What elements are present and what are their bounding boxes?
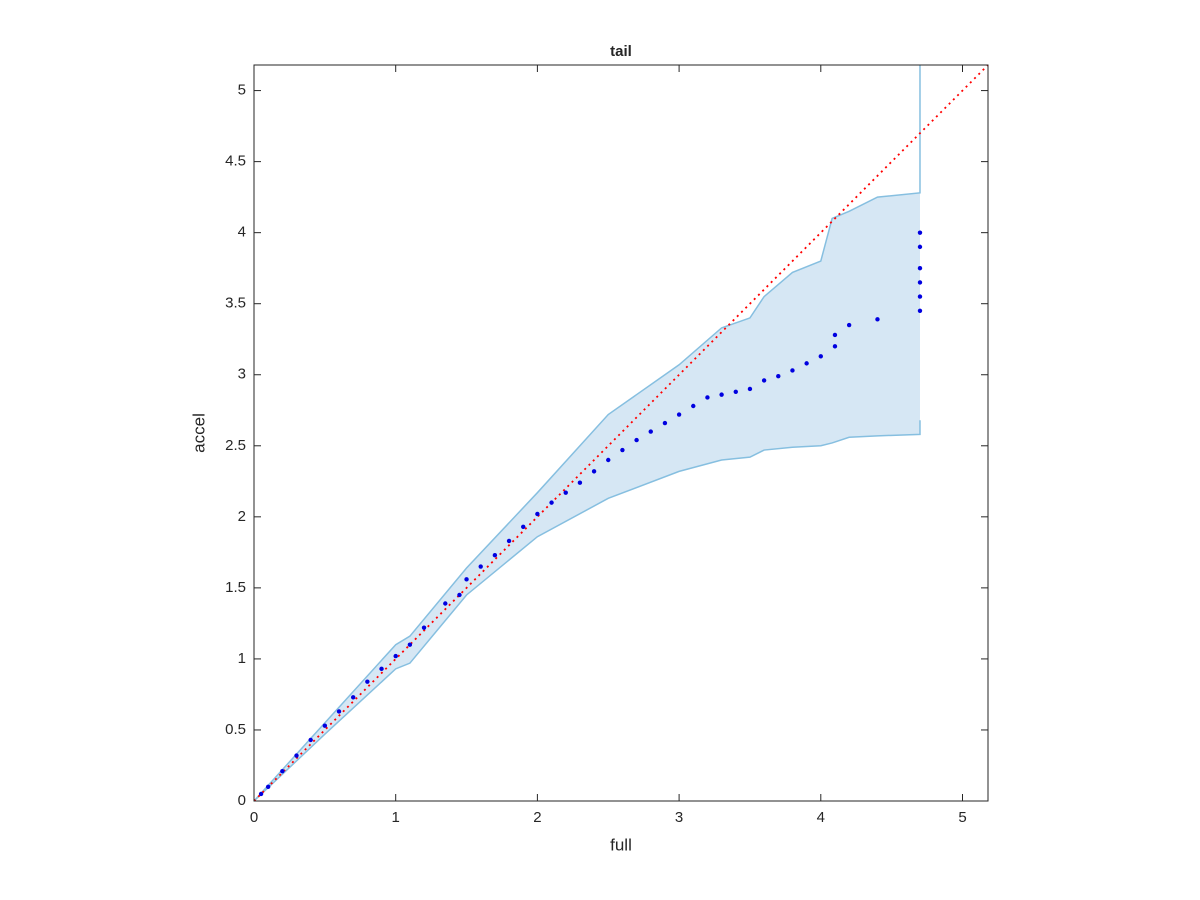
point [832,332,838,338]
point [634,437,639,443]
point [393,653,398,659]
point [733,389,738,394]
point [350,695,356,700]
point [917,280,923,285]
point [421,625,427,630]
point [521,524,526,529]
band-fill [254,65,920,801]
point [606,457,611,463]
point [620,447,625,453]
point [917,230,923,235]
point [818,354,823,359]
point [846,322,852,328]
y-tick-label: 4.5 [225,153,246,170]
point [365,679,370,684]
point [875,317,880,322]
y-tick-label: 2.5 [225,437,246,454]
point [336,709,342,714]
point [478,564,483,569]
y-tick-label: 2 [238,508,246,525]
point [648,429,653,434]
point [719,392,724,397]
y-tick-label: 0 [238,792,246,809]
y-tick-label: 5 [238,82,246,99]
point [804,361,809,366]
point [308,737,313,743]
x-tick-label: 5 [958,809,966,826]
point [265,784,271,789]
point [379,666,384,672]
point [747,386,753,392]
y-tick-label: 0.5 [225,721,246,738]
x-tick-label: 2 [533,809,541,826]
point [563,490,568,495]
point [705,395,710,400]
point [917,294,923,299]
point [790,368,795,373]
y-axis-label: accel [189,413,208,453]
point [676,412,682,417]
y-tick-label: 1 [238,650,246,667]
y-tick-label: 1.5 [225,579,246,596]
point [917,244,923,250]
x-tick-label: 1 [392,809,400,826]
point [662,420,668,426]
point [506,538,512,544]
point [832,344,838,349]
point [761,378,767,383]
point [280,768,285,774]
point [535,511,540,517]
band-upper [253,65,921,802]
point [258,791,264,797]
point [917,308,923,314]
x-tick-label: 4 [817,809,825,826]
point [917,265,923,271]
point [577,480,583,485]
point [457,592,462,598]
chart-title: tail [610,43,632,60]
point [443,601,448,606]
x-axis-label: full [610,835,632,854]
point [776,373,781,379]
point [591,469,597,474]
y-tick-label: 3.5 [225,295,246,312]
axes-box [253,64,989,802]
point [691,403,696,409]
band-lower [253,420,921,802]
point [464,577,469,582]
point [294,753,299,758]
point [407,642,413,647]
point [549,500,554,505]
x-tick-label: 3 [675,809,683,826]
y-tick-label: 3 [238,366,246,383]
y-tick-label: 4 [238,224,246,241]
x-tick-label: 0 [250,809,258,826]
point [322,723,328,728]
point [492,552,498,558]
